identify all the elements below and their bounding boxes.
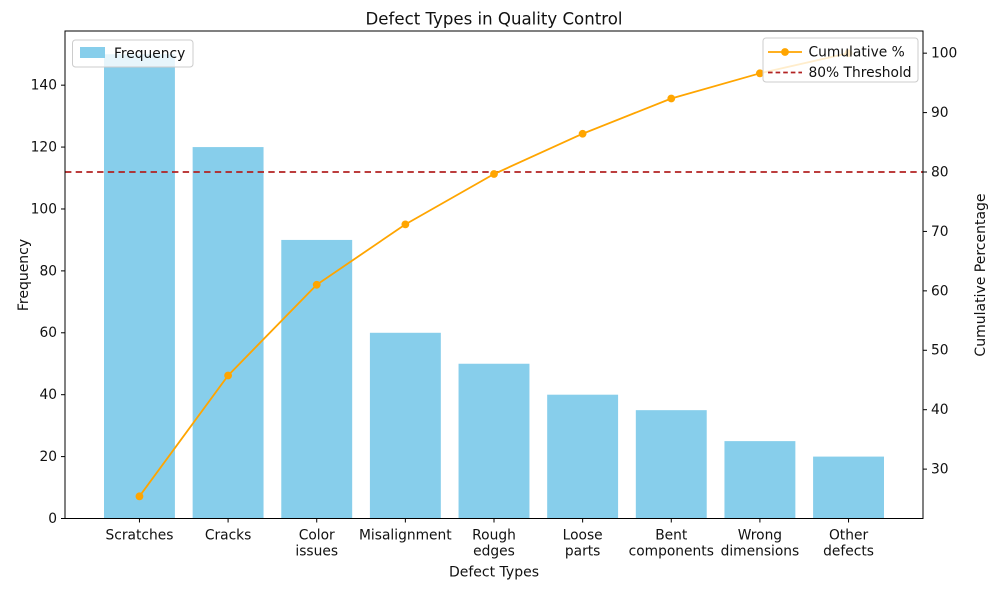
bar-loose-parts (547, 394, 619, 519)
y-right-tick-label: 40 (931, 402, 949, 418)
legend-frequency: Frequency (72, 39, 194, 68)
y-right-tick-label: 80 (931, 164, 949, 180)
y-left-axis-label: Frequency (16, 239, 32, 311)
bar-other-defects (813, 456, 884, 519)
cumulative-marker-cracks (224, 371, 232, 380)
cumulative-marker-wrong-dimensions (756, 69, 764, 78)
y-left-tick-label: 0 (48, 511, 57, 527)
y-right-tick-label: 90 (931, 105, 949, 121)
y-left-tick-label: 140 (31, 78, 57, 94)
x-tick-label-line: Other (829, 528, 869, 544)
x-tick-label-rough-edges: Rough edges (472, 528, 516, 560)
x-tick-label-color-issues: Color issues (295, 528, 338, 560)
x-tick-label-line: edges (473, 544, 515, 560)
x-tick-label-wrong-dimensions: Wrong dimensions (721, 528, 800, 560)
x-tick-label-line: Cracks (205, 528, 252, 544)
cumulative-marker-color-issues (312, 280, 321, 289)
x-tick-label-line: Loose (563, 528, 603, 544)
bar-wrong-dimensions (724, 441, 796, 519)
x-tick-label-line: Wrong (738, 528, 782, 544)
chart-title: Defect Types in Quality Control (366, 10, 623, 29)
x-tick-label-loose-parts: Loose parts (563, 528, 603, 560)
x-tick-label-misalignment: Misalignment (359, 528, 452, 544)
x-tick-label-line: Scratches (106, 528, 174, 544)
legend-frequency-swatch (80, 47, 105, 58)
x-axis-label: Defect Types (449, 565, 539, 581)
x-tick-label-line: Color (299, 528, 335, 544)
cumulative-marker-misalignment (401, 220, 410, 229)
x-tick-label-cracks: Cracks (205, 528, 252, 544)
bar-misalignment (369, 332, 441, 519)
y-right-tick-label: 70 (931, 224, 949, 240)
x-tick-label-line: Rough (472, 528, 516, 544)
x-tick-label-line: dimensions (721, 544, 800, 560)
bar-rough-edges (458, 363, 530, 519)
y-right-tick-label: 100 (931, 46, 957, 62)
legend-frequency-label: Frequency (114, 46, 185, 62)
bar-scratches (104, 54, 175, 519)
cumulative-marker-bent-components (667, 94, 676, 103)
x-tick-label-line: issues (295, 544, 338, 560)
cumulative-marker-scratches (135, 492, 144, 501)
y-left-tick-label: 20 (39, 449, 57, 465)
legend-cumulative-box (762, 37, 919, 83)
x-tick-label-line: components (629, 544, 714, 560)
y-left-tick-label: 80 (39, 263, 57, 279)
legend-cumulative-label: Cumulative % (809, 44, 905, 60)
bar-bent-components (635, 410, 707, 519)
cumulative-marker-rough-edges (490, 170, 498, 178)
y-right-axis-label: Cumulative Percentage (973, 193, 989, 356)
x-tick-label-bent-components: Bent components (629, 528, 714, 560)
legend-cumulative: Cumulative % 80% Threshold (762, 37, 919, 83)
y-left-tick-label: 120 (31, 139, 57, 155)
x-tick-label-line: Misalignment (359, 528, 452, 544)
legend-cumulative-marker-sample (781, 48, 789, 56)
y-left-tick-label: 100 (31, 201, 57, 217)
x-tick-label-other-defects: Other defects (823, 528, 874, 560)
x-tick-label-line: parts (565, 544, 600, 560)
y-left-tick-label: 40 (39, 387, 57, 403)
x-tick-label-scratches: Scratches (106, 528, 174, 544)
y-right-tick-label: 50 (931, 343, 949, 359)
y-right-tick-label: 30 (931, 462, 949, 478)
y-left-tick-label: 60 (39, 325, 57, 341)
cumulative-marker-loose-parts (578, 129, 587, 138)
x-tick-label-line: defects (823, 544, 874, 560)
legend-frequency-box (72, 39, 194, 68)
legend-threshold-label: 80% Threshold (809, 65, 912, 81)
y-right-tick-label: 60 (931, 283, 949, 299)
x-tick-label-line: Bent (655, 528, 688, 544)
bar-cracks (192, 147, 264, 519)
